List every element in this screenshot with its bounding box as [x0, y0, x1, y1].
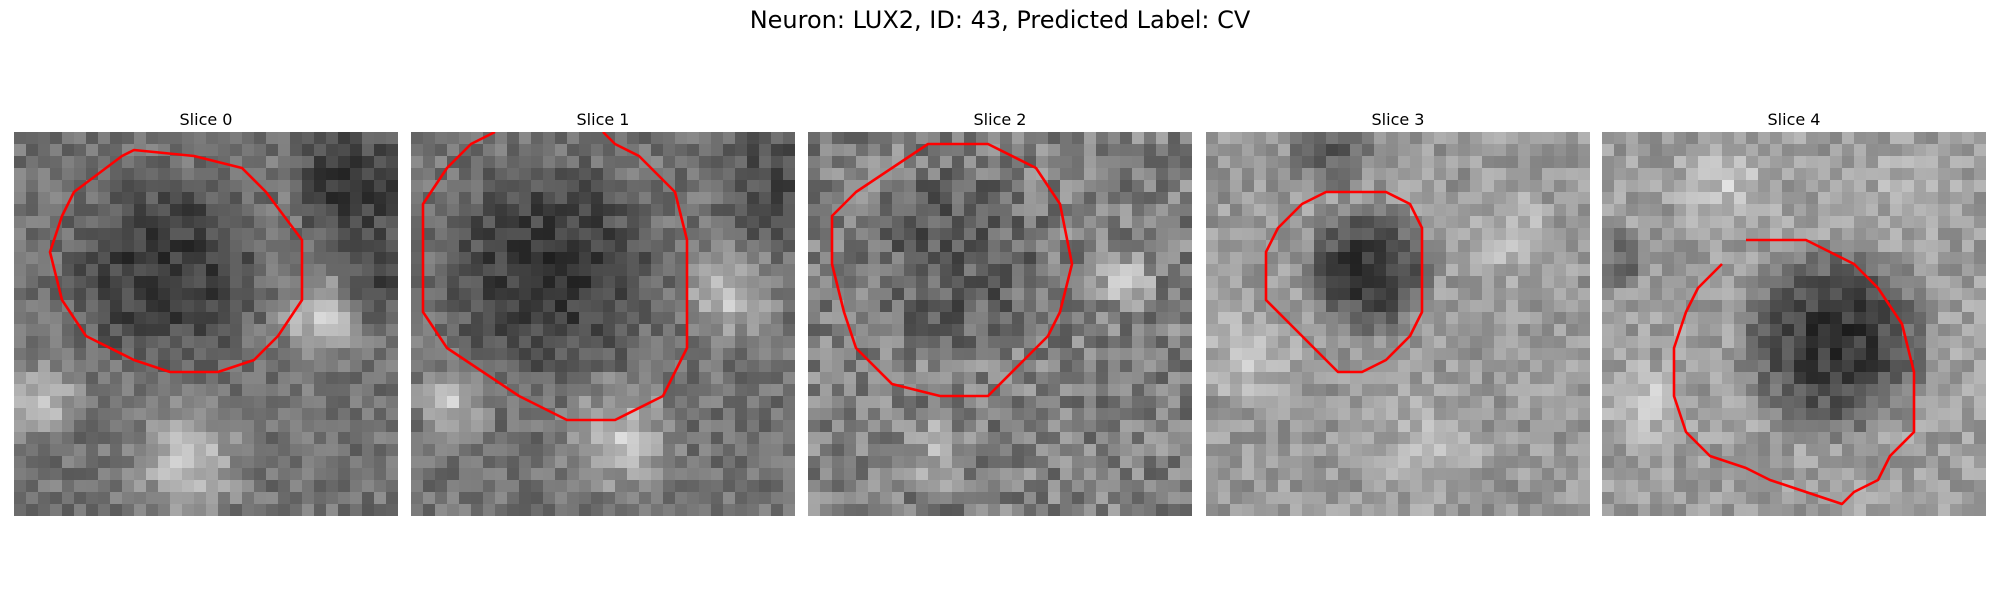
slice-title: Slice 0 — [179, 110, 233, 129]
slice-panel-4: Slice 4 — [1602, 108, 1986, 516]
slice-title: Slice 1 — [576, 110, 630, 129]
pixel-grid — [14, 132, 398, 516]
slice-panel-3: Slice 3 — [1206, 108, 1590, 516]
slice-panel-2: Slice 2 — [808, 108, 1192, 516]
slice-title: Slice 3 — [1371, 110, 1425, 129]
pixel-grid — [808, 132, 1192, 516]
slice-title: Slice 4 — [1767, 110, 1821, 129]
pixel-grid — [1206, 132, 1590, 516]
figure-title: Neuron: LUX2, ID: 43, Predicted Label: C… — [749, 6, 1251, 34]
pixel-grid — [411, 132, 795, 516]
slice-image-1 — [411, 132, 795, 516]
slice-image-0 — [14, 132, 398, 516]
contour-outline — [1264, 190, 1424, 374]
contour-outline — [421, 132, 689, 422]
pixel-grid — [1602, 132, 1986, 516]
slice-panel-1: Slice 1 — [411, 108, 795, 516]
slice-panel-0: Slice 0 — [14, 108, 398, 516]
contour-outline — [830, 142, 1074, 398]
contour-outline — [1672, 238, 1916, 506]
contour-outline — [48, 148, 304, 374]
slice-image-2 — [808, 132, 1192, 516]
slice-title: Slice 2 — [973, 110, 1027, 129]
slice-image-4 — [1602, 132, 1986, 516]
slice-image-3 — [1206, 132, 1590, 516]
